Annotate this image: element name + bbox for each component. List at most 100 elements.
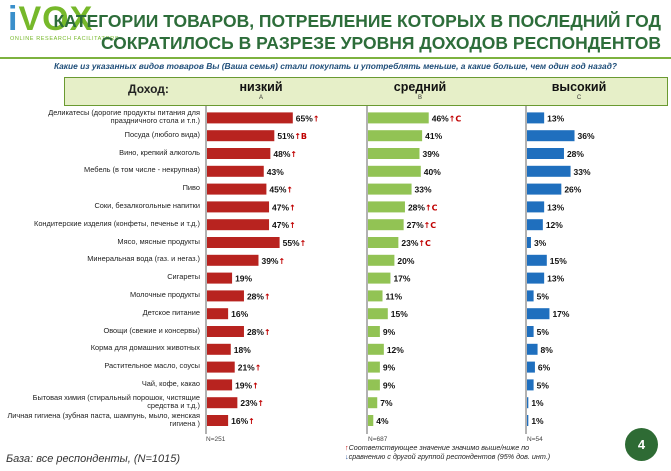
value-label: 20% — [397, 256, 414, 266]
value-label: 28% — [567, 149, 584, 159]
base-note: База: все респонденты, (N=1015) — [6, 453, 181, 465]
bar-mid — [368, 183, 412, 195]
significance-legend: ↑Соответствующее значение значимо выше/н… — [345, 443, 551, 461]
value-label: 15% — [391, 309, 408, 319]
title-divider — [0, 57, 671, 59]
bar-low — [207, 219, 270, 231]
value-label: 8% — [541, 345, 554, 355]
bar-mid — [368, 165, 421, 177]
category-label: Сигареты — [167, 272, 200, 282]
bar-high — [527, 379, 534, 391]
value-label: 39% — [261, 256, 278, 266]
significance-mark: ↑C — [425, 203, 438, 212]
value-label: 1% — [531, 398, 544, 408]
significance-mark: ↑ — [289, 221, 296, 230]
bar-high — [527, 326, 534, 337]
bar-low — [207, 361, 235, 373]
value-label: 47% — [272, 202, 289, 212]
category-label: Личная гигиена (зубная паста, шампунь, м… — [7, 410, 200, 428]
n-label-high: N=54 — [527, 436, 543, 443]
bar-mid — [368, 201, 405, 213]
value-label: 16% — [231, 309, 248, 319]
category-label: Минеральная вода (газ. и негаз.) — [87, 254, 200, 264]
bar-high — [527, 219, 543, 231]
bar-mid — [368, 308, 388, 320]
bar-low — [207, 201, 270, 213]
value-label: 28% — [408, 202, 425, 212]
significance-mark: ↑ — [289, 203, 296, 212]
value-label: 41% — [425, 131, 442, 141]
bar-mid — [368, 254, 395, 266]
value-label: 47% — [272, 220, 289, 230]
value-label: 19% — [235, 274, 252, 284]
bar-high — [527, 272, 545, 284]
bar-high — [527, 361, 535, 373]
value-label: 12% — [546, 220, 563, 230]
bar-mid — [368, 272, 391, 284]
significance-mark: ↑ — [300, 239, 307, 248]
category-label: Чай, кофе, какао — [141, 378, 200, 388]
n-label-low: N=251 — [206, 436, 226, 443]
bar-mid — [368, 397, 378, 409]
survey-question: Какие из указанных видов товаров Вы (Ваш… — [53, 61, 617, 71]
value-label: 1% — [531, 416, 544, 426]
series-high-name: высокий — [551, 80, 607, 94]
significance-mark: ↑ — [278, 257, 285, 266]
category-label: Посуда (любого вида) — [124, 129, 200, 139]
bar-high — [527, 254, 547, 266]
significance-mark: ↑ — [248, 417, 255, 426]
bar-low — [207, 148, 271, 159]
income-header-band — [64, 77, 668, 106]
significance-mark: ↑ — [286, 186, 293, 195]
significance-mark: ↑C — [424, 221, 437, 230]
significance-mark: ↑ — [264, 292, 271, 301]
bar-high — [527, 112, 545, 124]
value-label: 9% — [383, 363, 396, 373]
significance-mark: ↑B — [294, 132, 307, 141]
value-label: 16% — [231, 416, 248, 426]
significance-mark: ↑ — [255, 364, 262, 373]
category-label: Кондитерские изделия (конфеты, печенье и… — [34, 218, 200, 228]
significance-mark: ↑C — [418, 239, 431, 248]
significance-mark: ↑C — [449, 114, 462, 123]
series-high-letter: C — [576, 95, 582, 101]
value-label: 11% — [386, 291, 403, 301]
series-mid-letter: B — [417, 95, 422, 101]
value-label: 9% — [383, 327, 396, 337]
bar-mid — [368, 290, 383, 302]
bar-mid — [368, 130, 423, 142]
bar-high — [527, 148, 564, 159]
n-label-mid: N=687 — [368, 436, 388, 443]
value-label: 5% — [537, 380, 550, 390]
bar-low — [207, 237, 280, 248]
page-title-line1: КАТЕГОРИИ ТОВАРОВ, ПОТРЕБЛЕНИЕ КОТОРЫХ В… — [53, 11, 661, 31]
category-label: Корма для домашних животных — [90, 343, 200, 353]
value-label: 33% — [574, 167, 591, 177]
value-label: 13% — [547, 202, 564, 212]
value-label: 17% — [552, 309, 569, 319]
value-label: 51% — [277, 131, 294, 141]
bar-low — [207, 112, 293, 124]
bar-mid — [368, 237, 399, 248]
value-label: 19% — [235, 380, 252, 390]
income-label: Доход: — [128, 82, 169, 96]
bar-low — [207, 290, 244, 302]
significance-mark: ↑ — [257, 399, 264, 408]
page-number-badge: 4 — [625, 428, 658, 461]
series-low-letter: A — [258, 95, 263, 101]
bar-mid — [368, 219, 404, 231]
category-label: Мебель (в том числе - некрупная) — [84, 165, 200, 175]
value-label: 5% — [537, 291, 550, 301]
bar-high — [527, 343, 538, 355]
bar-high — [527, 237, 531, 248]
value-label: 28% — [247, 291, 264, 301]
category-label: Вино, крепкий алкоголь — [119, 147, 200, 157]
value-label: 48% — [273, 149, 290, 159]
bar-high — [527, 130, 575, 142]
value-label: 15% — [550, 256, 567, 266]
bar-low — [207, 326, 244, 337]
bar-low — [207, 415, 229, 426]
bar-mid — [368, 415, 374, 426]
value-label: 5% — [537, 327, 550, 337]
